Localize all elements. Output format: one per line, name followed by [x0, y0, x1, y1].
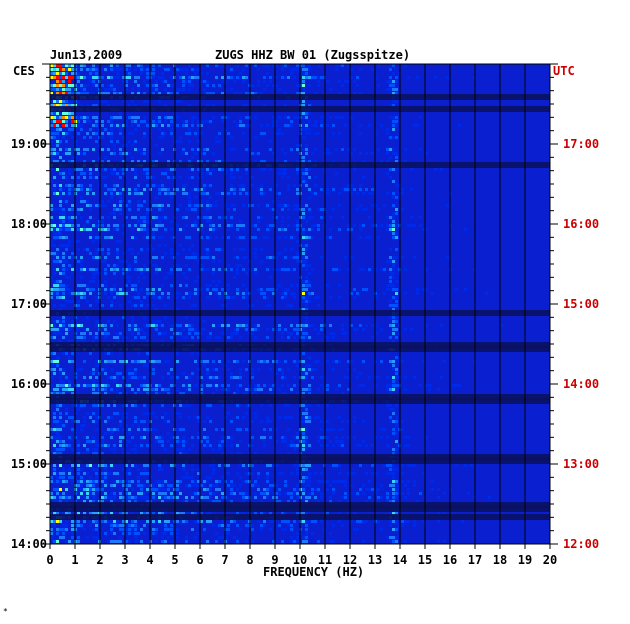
date-label: Jun13,2009 [50, 48, 123, 62]
y-tick-label-right: 17:00 [563, 137, 599, 151]
x-tick-label: 8 [246, 553, 253, 567]
y-tick-label-left: 19:00 [11, 137, 47, 151]
x-tick-label: 19 [518, 553, 532, 567]
y-tick-label-right: 15:00 [563, 297, 599, 311]
spectrogram-cells [50, 64, 503, 543]
x-tick-label: 15 [418, 553, 432, 567]
x-tick-label: 17 [468, 553, 482, 567]
x-tick-label: 9 [271, 553, 278, 567]
y-tick-label-right: 13:00 [563, 457, 599, 471]
x-tick-label: 11 [318, 553, 332, 567]
y-tick-label-left: 15:00 [11, 457, 47, 471]
y-tick-label-left: 14:00 [11, 537, 47, 551]
x-tick-label: 7 [221, 553, 228, 567]
x-tick-label: 1 [71, 553, 78, 567]
x-axis-title: FREQUENCY (HZ) [263, 565, 365, 579]
right-timezone-label: UTC [553, 64, 575, 78]
x-tick-label: 0 [46, 553, 53, 567]
x-tick-label: 4 [146, 553, 153, 567]
x-tick-label: 12 [343, 553, 357, 567]
y-tick-label-left: 16:00 [11, 377, 47, 391]
y-tick-label-right: 16:00 [563, 217, 599, 231]
x-tick-label: 20 [543, 553, 557, 567]
left-timezone-label: CES [13, 64, 35, 78]
x-tick-label: 16 [443, 553, 457, 567]
corner-mark: * [3, 607, 8, 616]
y-tick-label-right: 12:00 [563, 537, 599, 551]
x-tick-label: 13 [368, 553, 382, 567]
x-tick-label: 5 [171, 553, 178, 567]
y-tick-label-left: 18:00 [11, 217, 47, 231]
x-tick-label: 10 [293, 553, 307, 567]
plot-border [49, 63, 551, 545]
station-title: ZUGS HHZ BW 01 (Zugsspitze) [215, 48, 411, 62]
x-tick-label: 18 [493, 553, 507, 567]
y-tick-label-right: 14:00 [563, 377, 599, 391]
y-tick-label-left: 17:00 [11, 297, 47, 311]
x-tick-label: 2 [96, 553, 103, 567]
x-tick-label: 14 [393, 553, 407, 567]
x-tick-label: 3 [121, 553, 128, 567]
x-tick-label: 6 [196, 553, 203, 567]
